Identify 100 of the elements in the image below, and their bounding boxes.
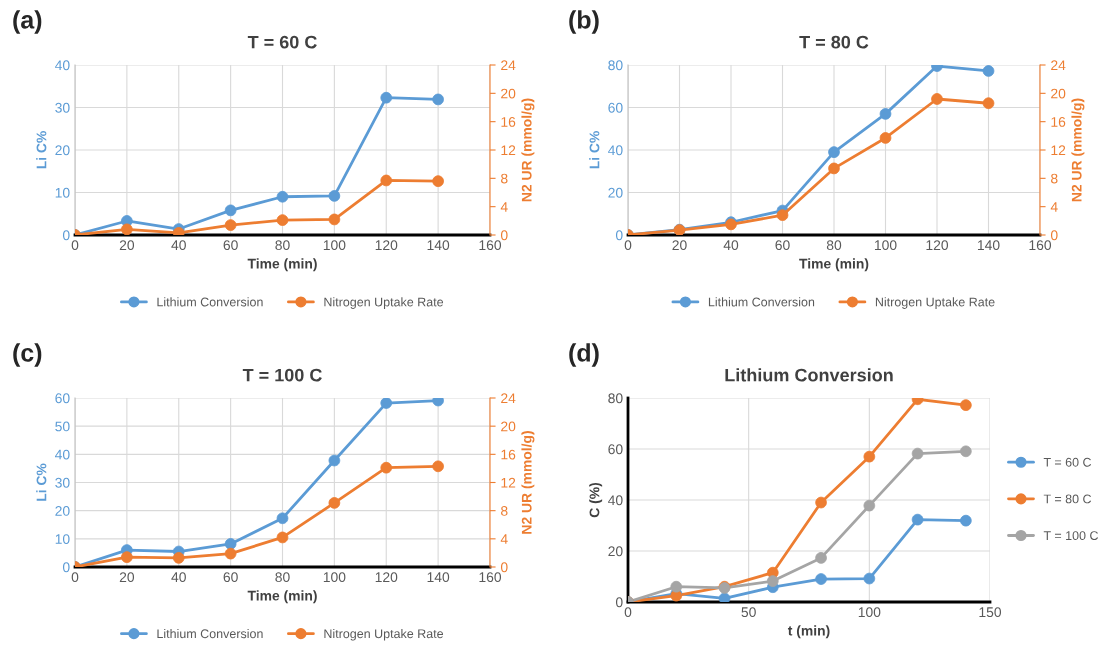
x-tick-label: 120: [375, 240, 398, 251]
legend-label: Nitrogen Uptake Rate: [875, 297, 995, 309]
chart-title: T = 100 C: [242, 368, 322, 382]
x-tick-label: 60: [223, 240, 238, 251]
x-tick-label: 20: [672, 240, 687, 251]
x-tick-label: 140: [427, 240, 450, 251]
y2-tick-label: 12: [1051, 145, 1066, 156]
y-tick-label: 50: [55, 421, 70, 432]
y2-tick-label: 12: [501, 145, 516, 156]
x-tick-label: 60: [775, 240, 790, 251]
x-tick-label: 20: [119, 572, 135, 583]
x-axis-title: Time (min): [247, 590, 317, 604]
x-tick-label: 160: [1029, 240, 1052, 251]
x-tick-label: 40: [171, 572, 186, 583]
y-tick-label: 10: [55, 187, 70, 198]
y-tick-label: 40: [55, 60, 70, 71]
text: (a): [13, 10, 42, 34]
x-axis-title: t (min): [787, 625, 830, 639]
y-axis-title: Li C%: [36, 463, 47, 501]
y-axis-title: C (%): [589, 482, 603, 518]
y2-tick-label: 12: [501, 477, 516, 488]
x-tick-label: 40: [723, 240, 739, 251]
y-axis-title: Li C%: [589, 131, 600, 169]
y-axis-title: Li C%: [36, 131, 47, 169]
x-tick-label: 0: [624, 607, 632, 618]
y2-tick-label: 16: [501, 449, 516, 460]
legend-label: T = 80 C: [1043, 494, 1092, 504]
x-tick-label: 100: [858, 607, 881, 618]
y-tick-label: 20: [55, 506, 70, 516]
y2-axis-title: N2 UR (mmol/g): [521, 431, 535, 534]
legend-label: Lithium Conversion: [157, 628, 263, 639]
y-tick-label: 20: [55, 145, 70, 156]
x-tick-label: 100: [323, 572, 346, 583]
y-tick-label: 30: [55, 102, 70, 113]
chart-title: T = 80 C: [799, 35, 869, 49]
x-axis-title: Time (min): [799, 258, 869, 272]
x-tick-label: 0: [71, 572, 79, 583]
y-tick-label: 10: [55, 534, 70, 544]
x-tick-label: 100: [874, 240, 897, 251]
x-tick-label: 160: [479, 572, 502, 583]
y2-tick-label: 20: [1051, 88, 1066, 99]
x-tick-label: 80: [275, 572, 290, 583]
y-tick-label: 30: [55, 477, 70, 488]
y2-tick-label: 4: [1050, 202, 1058, 212]
y2-tick-label: 0: [1050, 230, 1058, 241]
y-tick-label: 60: [608, 102, 623, 113]
y-tick-label: 0: [62, 230, 70, 241]
y2-tick-label: 24: [501, 60, 516, 71]
x-tick-label: 80: [275, 240, 290, 251]
x-axis-title: Time (min): [247, 258, 317, 272]
y2-tick-label: 4: [500, 202, 508, 212]
y-tick-label: 0: [62, 562, 70, 573]
y2-tick-label: 24: [1051, 60, 1066, 71]
y-tick-label: 80: [608, 60, 623, 71]
y2-tick-label: 8: [1051, 173, 1058, 184]
x-tick-label: 150: [979, 607, 1002, 618]
y2-tick-label: 8: [501, 173, 508, 184]
legend-label: Nitrogen Uptake Rate: [324, 628, 444, 641]
x-tick-label: 100: [323, 240, 346, 251]
y-tick-label: 40: [55, 449, 70, 460]
y-tick-label: 40: [608, 495, 623, 506]
x-tick-label: 20: [119, 240, 135, 251]
y-tick-label: 60: [55, 393, 70, 404]
x-tick-label: 50: [741, 607, 756, 618]
y-tick-label: 80: [608, 393, 623, 404]
y2-axis-title: N2 UR (mmol/g): [521, 98, 535, 202]
y-tick-label: 0: [615, 597, 623, 608]
y2-tick-label: 0: [500, 230, 508, 241]
legend-label: Lithium Conversion: [157, 297, 263, 307]
y2-tick-label: 16: [1051, 117, 1066, 127]
x-tick-label: 140: [977, 240, 1000, 251]
y2-axis-title: N2 UR (mmol/g): [1071, 98, 1085, 202]
y2-tick-label: 24: [501, 393, 516, 404]
y2-tick-label: 20: [501, 421, 516, 432]
x-tick-label: 120: [375, 572, 398, 583]
y-tick-label: 40: [608, 145, 623, 156]
x-tick-label: 0: [624, 240, 632, 251]
y-tick-label: 0: [615, 230, 623, 241]
x-tick-label: 140: [427, 572, 450, 583]
y2-tick-label: 20: [501, 88, 516, 99]
y2-tick-label: 4: [500, 534, 508, 544]
text: (b): [569, 10, 599, 34]
x-tick-label: 40: [171, 240, 186, 251]
chart-title: T = 60 C: [247, 35, 317, 49]
y2-tick-label: 8: [501, 506, 508, 516]
legend-label: T = 100 C: [1043, 531, 1099, 541]
chart-title: Lithium Conversion: [725, 368, 893, 382]
y-tick-label: 60: [608, 444, 623, 455]
x-tick-label: 0: [71, 240, 79, 251]
y-tick-label: 20: [608, 546, 623, 557]
y2-tick-label: 0: [500, 562, 508, 573]
x-tick-label: 120: [926, 240, 949, 251]
y-tick-label: 20: [608, 187, 623, 198]
x-tick-label: 60: [223, 572, 238, 583]
y2-tick-label: 16: [501, 117, 516, 127]
legend-label: Lithium Conversion: [708, 297, 815, 307]
x-tick-label: 160: [479, 240, 502, 251]
legend-label: Nitrogen Uptake Rate: [324, 297, 444, 309]
legend-label: T = 60 C: [1043, 457, 1092, 467]
text: (d): [569, 343, 599, 367]
